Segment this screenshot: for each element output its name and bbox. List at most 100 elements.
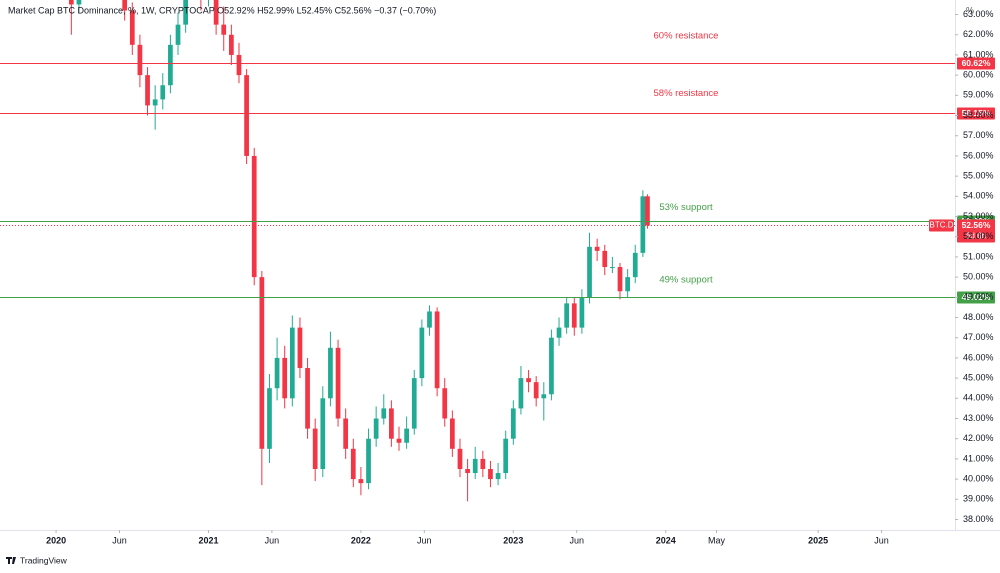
candle-body — [305, 368, 310, 429]
candle-body — [434, 311, 440, 389]
x-tick-label: 2020 — [46, 535, 66, 545]
candle-body — [312, 428, 318, 470]
y-tick-label: 63.00% — [963, 9, 994, 19]
candle-body — [602, 250, 608, 268]
candle-body — [221, 24, 227, 35]
x-tick-label: 2021 — [198, 535, 218, 545]
candle-body — [366, 438, 371, 484]
candle-body — [587, 246, 592, 298]
level-tag — [957, 57, 995, 70]
symbol-tag — [929, 219, 954, 232]
x-tick-label: 2023 — [503, 535, 523, 545]
x-tick-label: 2022 — [351, 535, 371, 545]
level-tag-label: 60.62% — [962, 58, 991, 68]
y-tick-label: 62.00% — [963, 29, 994, 39]
y-tick-label: 45.00% — [963, 372, 994, 382]
candle-body — [175, 24, 181, 45]
candle-body — [228, 34, 234, 55]
candle-body — [274, 357, 280, 389]
candle-body — [411, 378, 417, 429]
y-tick-label: 41.00% — [963, 453, 994, 463]
candle-body — [533, 382, 539, 399]
candle-body — [449, 418, 455, 449]
candle-body — [617, 267, 623, 292]
candle-body — [571, 303, 577, 328]
legend: Market Cap BTC Dominance, %, 1W, CRYPTOC… — [8, 5, 436, 15]
candle-body — [480, 458, 486, 470]
brand-logo — [6, 557, 16, 564]
brand: TradingView — [6, 555, 68, 565]
candle-body — [145, 75, 150, 106]
candle-body — [282, 357, 288, 399]
candle-body — [373, 418, 379, 439]
candle-body — [358, 479, 364, 484]
x-tick-label: Jun — [874, 535, 889, 545]
candle-body — [404, 428, 409, 443]
candle-body — [236, 54, 242, 76]
candle-body — [645, 196, 650, 226]
candle-body — [610, 267, 615, 269]
candle-body — [328, 347, 333, 399]
y-tick-label: 52.00% — [963, 231, 994, 241]
candle-body — [564, 303, 570, 328]
candle-body — [251, 155, 257, 278]
candle-body — [244, 75, 249, 156]
symbol-tag-label: BTC.D — [930, 221, 954, 230]
level-tag-label: 49.02% — [962, 292, 991, 302]
y-tick-label: 40.00% — [963, 473, 994, 483]
candle-body — [594, 246, 600, 251]
y-tick-label: 55.00% — [963, 171, 994, 181]
candle-body — [427, 311, 432, 328]
x-tick-label: 2024 — [656, 535, 676, 545]
x-tick-label: Jun — [417, 535, 432, 545]
level-annotation: 49% support — [659, 275, 713, 286]
current-price-label: 52.56% — [962, 220, 991, 230]
candle-body — [381, 408, 387, 419]
candle-body — [122, 0, 128, 11]
y-tick-label: 49.00% — [963, 292, 994, 302]
level-tag — [957, 291, 995, 304]
candle-body — [259, 277, 265, 449]
y-tick-label: 43.00% — [963, 413, 994, 423]
candle-body — [465, 469, 470, 474]
candle-body — [549, 337, 554, 395]
x-tick-label: May — [708, 535, 726, 545]
x-tick-label: Jun — [112, 535, 127, 545]
y-tick-label: 39.00% — [963, 494, 994, 504]
candle-body — [213, 0, 219, 25]
y-tick-label: 47.00% — [963, 332, 994, 342]
candle-body — [68, 0, 74, 5]
current-price-tag — [957, 219, 995, 243]
candle-body — [625, 277, 630, 292]
axis-unit: % — [966, 5, 974, 15]
x-tick-label: Jun — [569, 535, 584, 545]
candle-body — [640, 196, 646, 253]
candle-body — [168, 44, 173, 86]
candle-body — [389, 408, 394, 439]
level-tag-label: 58.15% — [962, 108, 991, 118]
candle-body — [160, 85, 166, 100]
y-tick-label: 38.00% — [963, 514, 994, 524]
y-tick-label: 44.00% — [963, 393, 994, 403]
candle-body — [289, 327, 295, 399]
x-tick-label: 2025 — [808, 535, 828, 545]
candle-body — [518, 378, 524, 409]
candle-body — [419, 327, 425, 379]
candle-body — [320, 398, 326, 470]
y-tick-label: 48.00% — [963, 312, 994, 322]
plot-area — [68, 0, 650, 502]
candle-body — [152, 99, 158, 106]
candle-body — [488, 469, 493, 480]
x-tick-label: Jun — [265, 535, 280, 545]
candle-body — [541, 394, 547, 399]
level-annotation: 60% resistance — [654, 30, 719, 41]
brand-name: TradingView — [20, 555, 68, 565]
y-tick-label: 50.00% — [963, 271, 994, 281]
candle-body — [457, 448, 463, 470]
y-tick-label: 53.00% — [963, 211, 994, 221]
candle-body — [579, 297, 585, 328]
level-tag — [957, 107, 995, 120]
candle-body — [267, 388, 272, 449]
candle-body — [137, 44, 143, 76]
